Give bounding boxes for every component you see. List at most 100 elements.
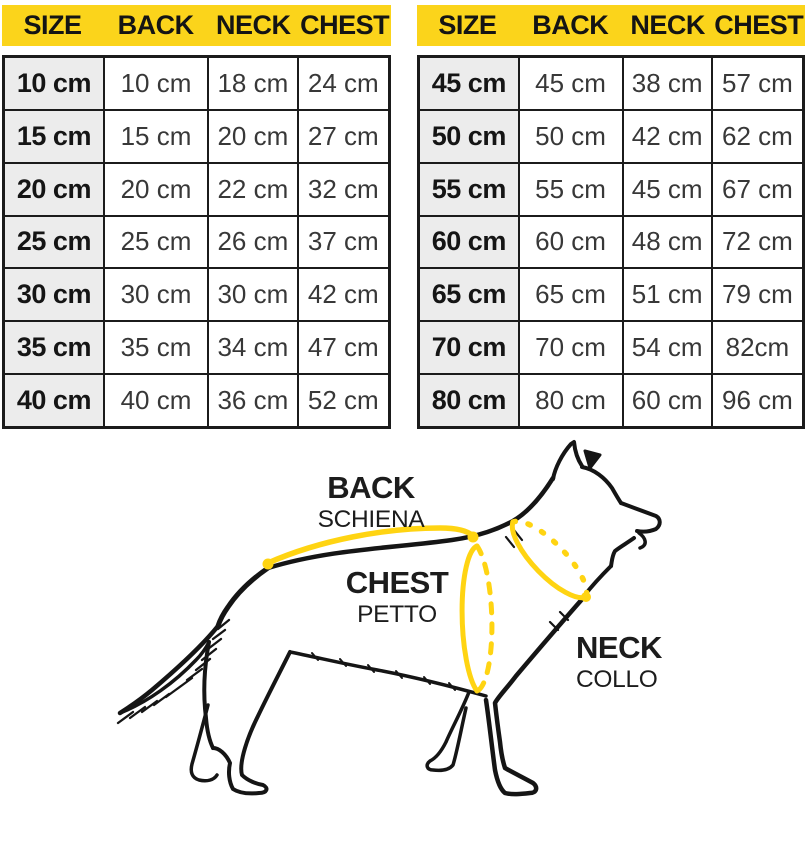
value-cell: 65 cm [517, 267, 624, 323]
neck-measure-loop-back [510, 518, 590, 600]
table-row: 20 cm 20 cm 22 cm 32 cm [2, 161, 391, 217]
table-row: 25 cm 25 cm 26 cm 37 cm [2, 214, 391, 270]
chest-label: CHEST PETTO [346, 567, 449, 627]
header-back: BACK [117, 10, 195, 40]
value-cell: 27 cm [296, 109, 391, 164]
size-cell: 60 cm [417, 214, 520, 270]
back-measure-dot-left [262, 558, 274, 570]
value-cell: 40 cm [102, 372, 210, 429]
value-cell: 67 cm [710, 161, 805, 217]
value-cell: 60 cm [517, 214, 624, 270]
value-cell: 45 cm [621, 161, 713, 217]
table-row: 70 cm 70 cm 54 cm 82cm [417, 320, 805, 375]
neck-measure-dot [581, 592, 591, 602]
size-cell: 80 cm [417, 372, 520, 429]
value-cell: 54 cm [621, 320, 713, 375]
value-cell: 96 cm [710, 372, 805, 429]
dog-head-top [580, 465, 623, 505]
dog-jaw [609, 536, 636, 568]
value-cell: 82cm [710, 320, 805, 375]
chest-label-en: CHEST [345, 565, 449, 600]
neck-label-it: COLLO [576, 665, 658, 693]
value-cell: 30 cm [102, 267, 210, 323]
dog-tail [117, 623, 221, 716]
neck-label: NECK COLLO [576, 632, 662, 692]
table-row: 65 cm 65 cm 51 cm 79 cm [417, 267, 805, 323]
dog-far-front-leg [425, 690, 471, 773]
value-cell: 37 cm [296, 214, 391, 270]
value-cell: 42 cm [621, 109, 713, 164]
value-cell: 42 cm [296, 267, 391, 323]
size-cell: 25 cm [2, 214, 105, 270]
dog-rump [215, 565, 271, 629]
table-header-band: SIZE BACK NECK CHEST [2, 5, 391, 46]
value-cell: 52 cm [296, 372, 391, 429]
chest-measure-loop-front [459, 543, 480, 694]
value-cell: 45 cm [517, 55, 624, 112]
dog-near-hind-leg [211, 650, 292, 796]
value-cell: 57 cm [710, 55, 805, 112]
size-table-grid: 10 cm 10 cm 18 cm 24 cm 15 cm 15 cm 20 cm 27 cm… [2, 55, 391, 429]
value-cell: 48 cm [621, 214, 713, 270]
value-cell: 80 cm [517, 372, 624, 429]
header-chest: CHEST [300, 10, 390, 40]
value-cell: 24 cm [296, 55, 391, 112]
size-cell: 35 cm [2, 320, 105, 375]
dog-far-hind-leg [189, 703, 219, 783]
chest-label-it: PETTO [357, 600, 437, 628]
table-row: 55 cm 55 cm 45 cm 67 cm [417, 161, 805, 217]
value-cell: 26 cm [207, 214, 299, 270]
table-row: 40 cm 40 cm 36 cm 52 cm [2, 372, 391, 429]
neck-measure-loop-front [509, 519, 589, 601]
header-neck: NECK [630, 10, 705, 40]
table-row: 35 cm 35 cm 34 cm 47 cm [2, 320, 391, 375]
back-measure-dot-right [467, 531, 479, 543]
value-cell: 34 cm [207, 320, 299, 375]
dog-ear [551, 440, 584, 481]
value-cell: 18 cm [207, 55, 299, 112]
dog-second-ear [583, 449, 602, 470]
value-cell: 60 cm [621, 372, 713, 429]
header-back: BACK [532, 10, 609, 40]
dog-throat [582, 564, 613, 598]
header-size: SIZE [438, 10, 497, 40]
dog-belly [288, 650, 488, 698]
value-cell: 22 cm [207, 161, 299, 217]
value-cell: 72 cm [710, 214, 805, 270]
dog-tongue [637, 531, 647, 550]
table-row: 10 cm 10 cm 18 cm 24 cm [2, 55, 391, 112]
chest-measure-loop-back [474, 543, 495, 694]
size-cell: 20 cm [2, 161, 105, 217]
dog-tail-fur [116, 618, 231, 725]
size-cell: 65 cm [417, 267, 520, 323]
back-label-it: SCHIENA [317, 505, 425, 533]
value-cell: 70 cm [517, 320, 624, 375]
value-cell: 32 cm [296, 161, 391, 217]
value-cell: 55 cm [517, 161, 624, 217]
size-cell: 70 cm [417, 320, 520, 375]
dog-muzzle [619, 501, 662, 534]
value-cell: 79 cm [710, 267, 805, 323]
size-cell: 30 cm [2, 267, 105, 323]
value-cell: 30 cm [207, 267, 299, 323]
value-cell: 50 cm [517, 109, 624, 164]
table-row: 60 cm 60 cm 48 cm 72 cm [417, 214, 805, 270]
size-cell: 10 cm [2, 55, 105, 112]
value-cell: 20 cm [207, 109, 299, 164]
table-row: 30 cm 30 cm 30 cm 42 cm [2, 267, 391, 323]
size-cell: 55 cm [417, 161, 520, 217]
size-cell: 40 cm [2, 372, 105, 429]
dog-tail-underside [118, 640, 211, 715]
neck-label-en: NECK [576, 630, 662, 665]
value-cell: 47 cm [296, 320, 391, 375]
value-cell: 25 cm [102, 214, 210, 270]
back-label: BACK SCHIENA [318, 472, 425, 532]
table-row: 15 cm 15 cm 20 cm 27 cm [2, 109, 391, 164]
value-cell: 51 cm [621, 267, 713, 323]
dog-thigh [202, 640, 215, 750]
header-size: SIZE [23, 10, 83, 40]
value-cell: 15 cm [102, 109, 210, 164]
table-row: 80 cm 80 cm 60 cm 96 cm [417, 372, 805, 429]
back-label-en: BACK [327, 470, 415, 505]
